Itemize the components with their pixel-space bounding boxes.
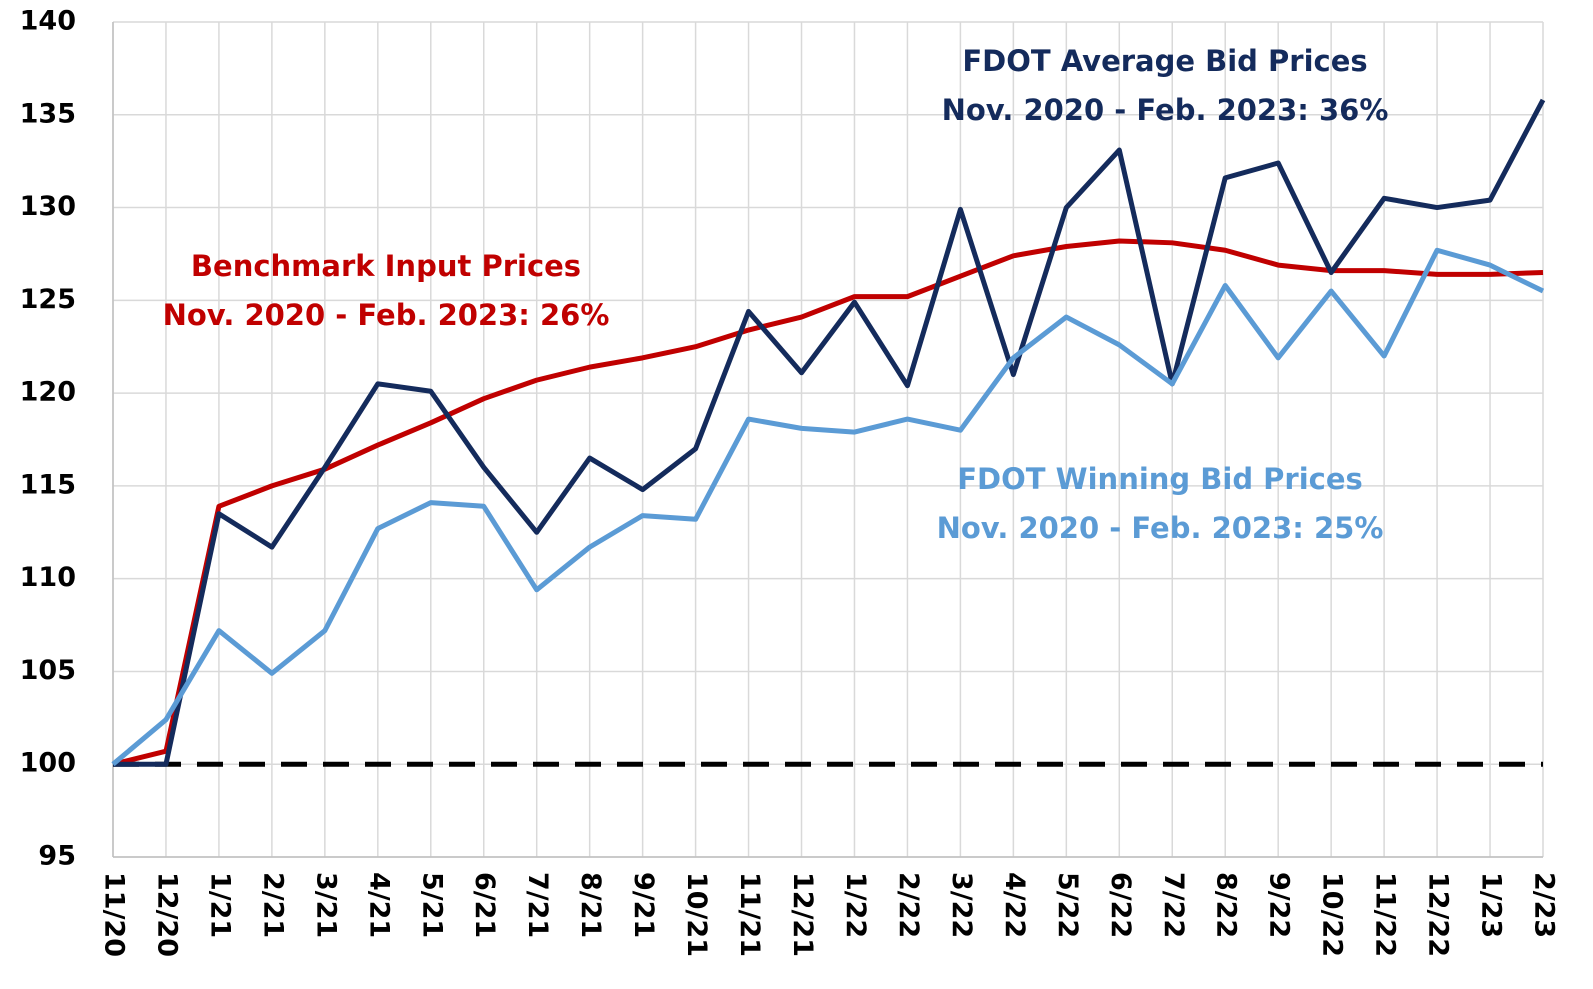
x-tick-label: 7/21 [522, 872, 553, 938]
x-tick-label: 10/21 [681, 872, 712, 957]
series-line [113, 98, 1546, 767]
y-tick-label: 125 [20, 284, 76, 315]
x-tick-label: 12/21 [787, 872, 818, 957]
x-tick-label: 8/22 [1211, 872, 1242, 938]
series-line [111, 247, 1545, 767]
x-tick-label: 2/23 [1529, 872, 1560, 938]
y-tick-label: 115 [20, 469, 76, 500]
y-tick-label: 110 [20, 562, 76, 593]
x-tick-label: 6/22 [1105, 872, 1136, 938]
annotation: FDOT Winning Bid Prices [957, 462, 1363, 496]
x-tick-label: 8/21 [575, 872, 606, 938]
x-tick-label: 9/21 [628, 872, 659, 938]
x-tick-label: 3/21 [310, 872, 341, 938]
x-tick-label: 1/22 [840, 872, 871, 938]
annotation: Nov. 2020 - Feb. 2023: 36% [942, 93, 1389, 127]
annotation: Benchmark Input Prices [191, 249, 581, 283]
x-tick-label: 4/22 [999, 872, 1030, 938]
y-tick-label: 100 [20, 748, 76, 779]
x-tick-label: 5/21 [416, 872, 447, 938]
x-tick-label: 11/21 [734, 872, 765, 957]
x-tick-label: 1/21 [204, 872, 235, 938]
x-tick-label: 4/21 [363, 872, 394, 938]
y-tick-label: 135 [20, 98, 76, 129]
y-tick-label: 130 [20, 191, 76, 222]
y-tick-label: 105 [20, 655, 76, 686]
y-tick-label: 120 [20, 377, 76, 408]
x-tick-label: 2/21 [257, 872, 288, 938]
x-tick-label: 11/20 [99, 872, 130, 957]
x-tick-label: 9/22 [1264, 872, 1295, 938]
x-tick-label: 1/23 [1476, 872, 1507, 938]
x-tick-label: 12/22 [1423, 872, 1454, 957]
x-tick-label: 6/21 [469, 872, 500, 938]
x-tick-label: 12/20 [151, 872, 182, 957]
annotation: Nov. 2020 - Feb. 2023: 26% [163, 298, 610, 332]
x-tick-label: 10/22 [1317, 872, 1348, 957]
annotation: FDOT Average Bid Prices [962, 44, 1367, 78]
x-tick-label: 7/22 [1158, 872, 1189, 938]
series-line [112, 238, 1544, 767]
y-tick-label: 95 [38, 841, 76, 872]
x-tick-label: 3/22 [946, 872, 977, 938]
x-tick-label: 2/22 [893, 872, 924, 938]
annotation: Nov. 2020 - Feb. 2023: 25% [937, 511, 1384, 545]
x-tick-label: 11/22 [1370, 872, 1401, 957]
y-tick-label: 140 [20, 6, 76, 37]
x-tick-label: 5/22 [1052, 872, 1083, 938]
